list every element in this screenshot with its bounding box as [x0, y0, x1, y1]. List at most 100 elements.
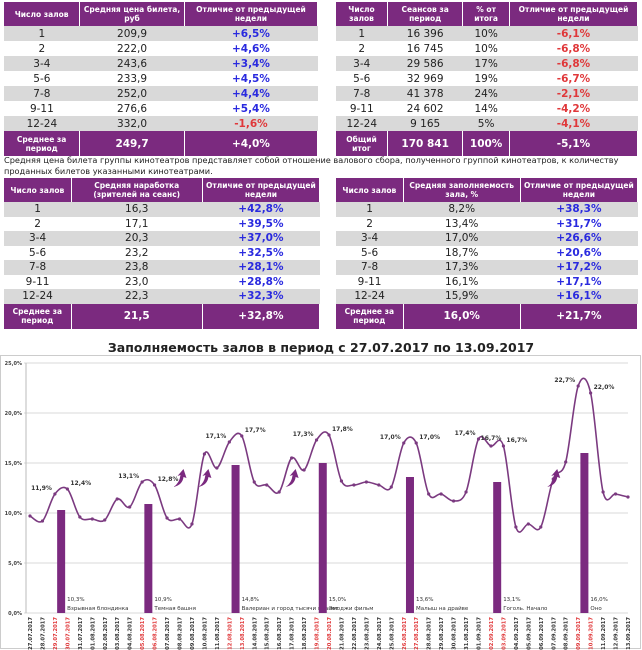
table-cell: +31,7% — [556, 217, 602, 230]
x-tick-label: 07.09.2017 — [551, 617, 557, 650]
total-row: Среднее за период 16,0% +21,7% — [336, 303, 639, 329]
table-row: 7-8 252,0 +4,4% — [4, 86, 318, 101]
table-cell: +16,1% — [520, 289, 638, 304]
x-tick-label: 17.08.2017 — [290, 617, 296, 650]
table-cell: 5-6 — [353, 72, 371, 85]
table-cell: 13,4% — [445, 217, 479, 230]
x-tick-label: 24.08.2017 — [377, 617, 383, 650]
table-row: 2 17,1 +39,5% — [4, 217, 320, 232]
table-cell: 12-24 — [336, 289, 404, 304]
table-row: 12-24 9 165 5% -4,1% — [336, 116, 638, 131]
table-cell: +39,5% — [238, 217, 284, 230]
data-point — [514, 525, 518, 529]
data-point — [202, 452, 207, 456]
point-label: 11,9% — [31, 485, 52, 492]
table-row: 3-4 20,3 +37,0% — [4, 231, 320, 246]
bar-film-label: Взрывная блондинка — [67, 606, 128, 612]
total-cell: +4,0% — [184, 131, 319, 156]
table-cell: 1 — [4, 202, 72, 217]
data-point — [402, 441, 406, 445]
table-cell: 14% — [474, 102, 498, 115]
table-cell: 16 396 — [387, 26, 463, 41]
data-point — [613, 492, 618, 496]
x-tick-label: 09.08.2017 — [190, 617, 196, 650]
point-label: 17,3% — [293, 431, 314, 438]
x-tick-label: 22.08.2017 — [352, 617, 358, 650]
column-header: Число залов — [4, 178, 72, 202]
x-tick-label: 30.08.2017 — [452, 617, 458, 650]
data-point — [352, 483, 356, 487]
table-cell: 3-4 — [336, 231, 404, 246]
data-point — [576, 384, 580, 388]
table-cell: 12-24 — [336, 116, 388, 131]
column-header: Средняя наработка (зрителей на сеанс) — [71, 178, 203, 202]
data-point — [252, 480, 256, 484]
bar — [405, 477, 414, 613]
x-tick-label: 05.08.2017 — [140, 617, 146, 650]
table-cell: 5-6 — [33, 72, 51, 85]
data-point — [290, 456, 294, 460]
bar-film-label: Темная башня — [153, 606, 196, 612]
chart-title: Заполняемость залов в период с 27.07.201… — [107, 340, 535, 355]
table-cell: 2 — [38, 42, 46, 55]
column-header: Число залов — [336, 178, 404, 202]
table-cell: +37,0% — [202, 231, 320, 246]
table-row: 12-24 15,9% +16,1% — [336, 289, 638, 304]
table-cell: 10% — [474, 42, 498, 55]
y-tick-label: 25,0% — [5, 361, 22, 367]
point-label: 17,8% — [332, 426, 353, 433]
data-point — [364, 480, 368, 484]
bar — [318, 463, 327, 613]
total-cell: Среднее за период — [4, 303, 72, 329]
data-point — [476, 437, 481, 441]
x-tick-label: 20.08.2017 — [327, 617, 333, 650]
table-cell: 12-24 — [4, 116, 80, 131]
column-header: Сеансов за период — [387, 2, 464, 26]
x-tick-label: 31.07.2017 — [78, 617, 84, 650]
x-tick-label: 04.09.2017 — [514, 617, 520, 650]
table-cell: 17% — [462, 56, 510, 71]
x-tick-label: 16.08.2017 — [277, 617, 283, 650]
table-cell: -6,7% — [556, 72, 591, 85]
table-cell: 23,0 — [125, 275, 149, 288]
data-point — [78, 515, 82, 519]
data-point — [526, 522, 530, 526]
bar — [231, 465, 240, 613]
table-row: 7-8 41 378 24% -2,1% — [336, 86, 638, 101]
occupancy-table: Число залов Средняя заполняемость зала, %… — [336, 178, 639, 329]
table-cell: 2 — [34, 217, 41, 230]
x-tick-label: 10.08.2017 — [202, 617, 208, 650]
x-tick-label: 06.08.2017 — [153, 617, 159, 650]
table-cell: 29 586 — [387, 56, 463, 71]
x-tick-label: 21.08.2017 — [339, 617, 345, 650]
data-point — [152, 483, 157, 487]
x-tick-label: 25.08.2017 — [389, 617, 395, 650]
x-tick-label: 01.08.2017 — [90, 617, 96, 650]
header-row: Число залов Средняя цена билета, руб Отлич… — [4, 2, 319, 26]
header-row: Число залов Сеансов за период% от итога От… — [336, 2, 639, 26]
table-cell: 3-4 — [336, 56, 388, 71]
total-cell: Среднее за период — [336, 303, 404, 329]
table-row: 7-8 17,3% +17,2% — [336, 260, 638, 275]
table-row: 9-11 16,1% +17,1% — [336, 275, 638, 290]
table-cell: 10% — [462, 26, 510, 41]
table-cell: 7-8 — [336, 260, 404, 275]
x-tick-label: 09.09.2017 — [576, 617, 582, 650]
y-tick-label: 0,0% — [8, 611, 22, 617]
data-point — [240, 434, 244, 438]
table-row: 3-4 243,6 +3,4% — [4, 56, 318, 71]
point-label: 22,0% — [594, 384, 615, 391]
table-row: 12-24 22,3 +32,3% — [4, 289, 320, 304]
table-row: 1 16,3 +42,8% — [4, 202, 320, 217]
bar-film-label: Эмоджи фильм — [329, 606, 374, 612]
table-cell: 17,1 — [125, 217, 149, 230]
up-arrow-icon — [285, 469, 299, 487]
x-tick-label: 26.08.2017 — [402, 617, 408, 650]
total-cell: +21,7% — [520, 303, 639, 329]
table-row: 5-6 233,9 +4,5% — [4, 71, 318, 86]
data-point — [28, 514, 32, 518]
bar-value-label: 10,9% — [154, 597, 171, 603]
column-header: Отличие от предыдущей недели — [509, 2, 639, 26]
table-cell: +26,6% — [520, 231, 638, 246]
table-row: 2 16 745 10% -6,8% — [336, 41, 638, 56]
